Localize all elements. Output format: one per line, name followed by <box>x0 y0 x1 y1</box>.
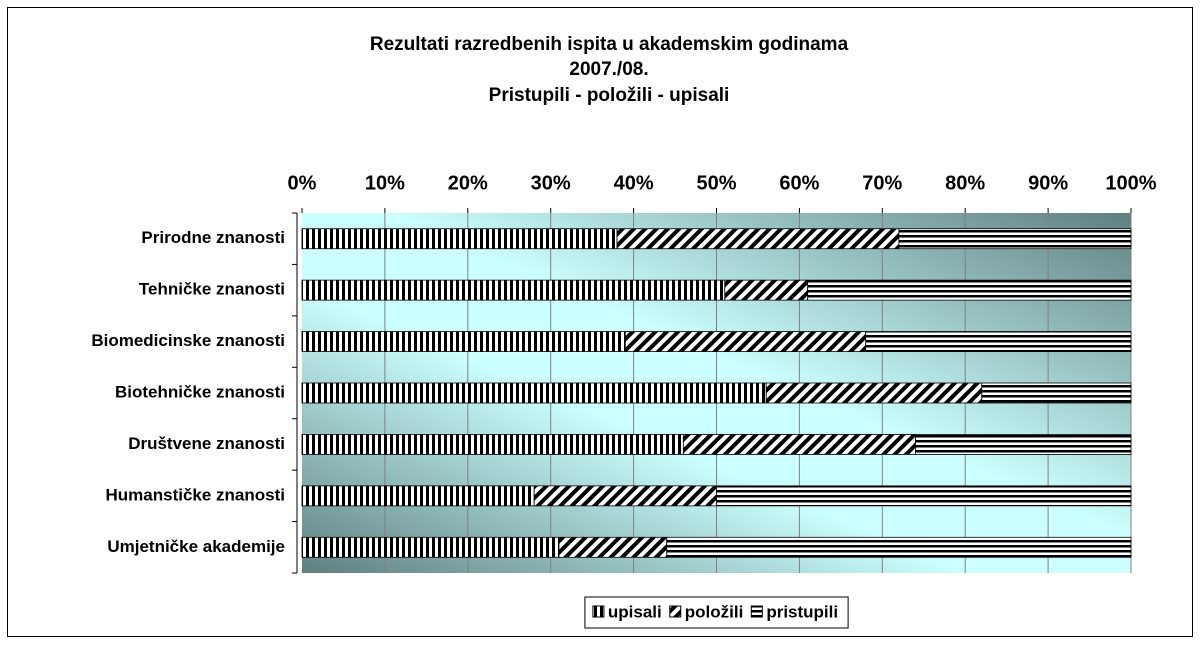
bar-segment <box>301 279 726 301</box>
x-tick-label: 90% <box>1028 172 1068 194</box>
bar-segment <box>666 536 1132 558</box>
chart-title: 2007./08. <box>569 59 648 80</box>
legend-swatch <box>750 605 763 618</box>
bar-segment <box>716 485 1132 507</box>
bar-segment <box>301 434 684 455</box>
bar-segment <box>301 536 560 558</box>
bar-segment <box>898 228 1132 250</box>
chart-subtitle: Pristupili - položili - upisali <box>489 85 730 106</box>
y-tick-label: Tehničke znanosti <box>139 280 285 299</box>
y-tick-label: Prirodne znanosti <box>141 228 285 247</box>
bar-segment <box>682 434 916 455</box>
bar-segment <box>981 382 1132 404</box>
legend: upisali položili pristupili <box>584 596 849 629</box>
x-tick-label: 10% <box>365 172 405 194</box>
bar-segment <box>616 228 900 250</box>
x-tick-label: 40% <box>614 172 654 194</box>
bar-segment <box>301 485 535 507</box>
x-tick-label: 0% <box>288 172 317 194</box>
bar-segment <box>558 536 668 558</box>
bar-segment <box>807 279 1132 301</box>
legend-label: upisali <box>608 602 662 621</box>
legend-swatch <box>669 605 682 618</box>
bar-segment <box>301 331 626 352</box>
x-tick-label: 20% <box>448 172 488 194</box>
bar-segment <box>533 485 717 507</box>
y-tick-label: Biotehničke znanosti <box>115 382 285 401</box>
bar-segment <box>865 331 1132 352</box>
legend-label: pristupili <box>766 602 838 621</box>
y-tick-label: Biomedicinske znanosti <box>91 331 285 350</box>
chart-title: Rezultati razredbenih ispita u akademski… <box>370 34 849 55</box>
bar-segment <box>724 279 809 301</box>
x-tick-label: 60% <box>779 172 819 194</box>
bar-segment <box>765 382 983 404</box>
y-tick-label: Humanstičke znanosti <box>106 485 286 504</box>
bar-segment <box>301 382 767 404</box>
legend-box <box>584 596 849 629</box>
legend-label: položili <box>685 602 744 621</box>
bar-segment <box>915 434 1132 455</box>
x-tick-label: 50% <box>696 172 736 194</box>
y-tick-label: Društvene znanosti <box>128 434 285 453</box>
x-tick-label: 100% <box>1105 172 1156 194</box>
x-tick-label: 80% <box>945 172 985 194</box>
bar-segment <box>301 228 618 250</box>
x-tick-label: 30% <box>531 172 571 194</box>
x-tick-label: 70% <box>862 172 902 194</box>
legend-swatch <box>592 605 605 618</box>
bar-segment <box>624 331 867 352</box>
y-tick-label: Umjetničke akademije <box>107 537 285 556</box>
